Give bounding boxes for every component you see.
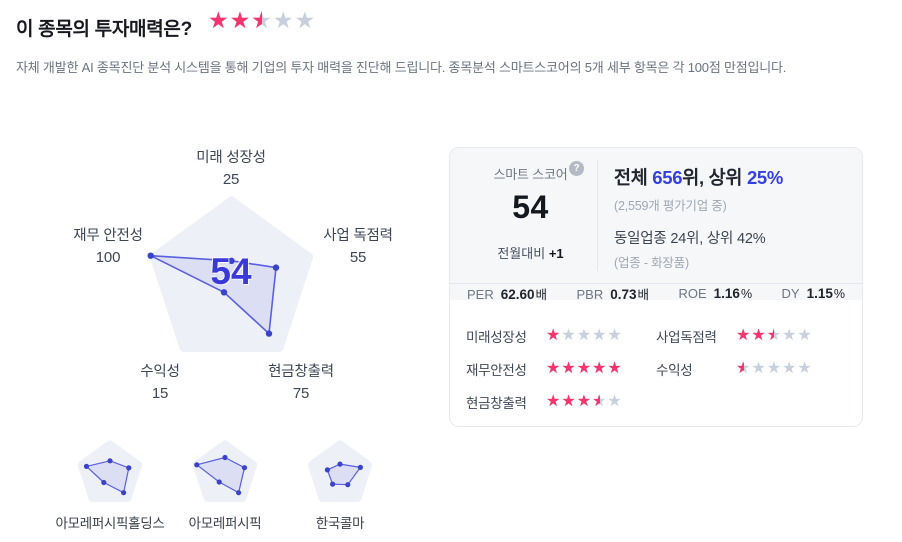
- category-ratings: 미래성장성 ★★★★★★★★★★ 사업독점력 ★★★★★★★★★★ 재무안전성 …: [450, 300, 862, 418]
- radar-axis-bottom-left: 수익성 15: [140, 362, 180, 404]
- star-rating: ★★★★★★★★★★: [546, 326, 623, 344]
- overall-star-rating: ★★★★★★★★★★: [208, 7, 317, 33]
- radar-axis-left: 재무 안전성 100: [73, 226, 143, 268]
- peer-radar-chart: [77, 440, 143, 502]
- month-over-month: 전월대비 +1: [464, 243, 597, 262]
- overall-rank-line: 전체 656위, 상위 25%: [614, 164, 862, 190]
- mom-label: 전월대비: [497, 246, 546, 261]
- rating-row-financial-safety: 재무안전성 ★★★★★ ★★★★★: [466, 359, 656, 379]
- page-title: 이 종목의 투자매력은?: [16, 19, 192, 40]
- metric-roe: ROE 1.16%: [678, 286, 752, 301]
- axis-value: 75: [292, 385, 310, 402]
- help-icon[interactable]: ?: [569, 161, 584, 176]
- rank-prefix: 전체: [614, 167, 653, 188]
- rating-row-cash-generation: 현금창출력 ★★★★★★★★★★: [466, 392, 656, 412]
- rating-label: 미래성장성: [466, 329, 527, 345]
- rank-percent: 25%: [746, 167, 784, 188]
- metric-label: PBR: [576, 287, 604, 302]
- rating-label: 수익성: [656, 362, 693, 378]
- metric-suffix: 배: [637, 288, 650, 302]
- peer-comparison-list: 아모레퍼시픽홀딩스 아모레퍼시픽 한국콜마: [53, 434, 397, 532]
- rating-row-business-monopoly: 사업독점력 ★★★★★★★★★★: [656, 326, 846, 346]
- radar-axis-top: 미래 성장성 25: [196, 148, 266, 190]
- radar-center-score: 54: [210, 251, 252, 292]
- rank-block: 전체 656위, 상위 25% (2,559개 평가기업 중) 동일업종 24위…: [597, 160, 862, 271]
- metric-dy: DY 1.15%: [782, 286, 845, 301]
- metric-label: PER: [467, 287, 494, 302]
- industry-rank-line: 동일업종 24위, 상위 42%: [614, 231, 766, 247]
- axis-value: 100: [95, 249, 121, 266]
- peer-radar-chart: [307, 440, 373, 502]
- smart-score-label: 스마트 스코어: [493, 167, 568, 182]
- axis-value: 15: [151, 385, 169, 402]
- smart-score-value: 54: [512, 189, 549, 225]
- peer-name: 아모레퍼시픽: [188, 516, 262, 531]
- axis-name: 수익성: [140, 364, 180, 380]
- metric-suffix: %: [833, 287, 845, 301]
- metric-pbr: PBR 0.73배: [577, 284, 650, 303]
- metric-value: 62.60: [500, 287, 535, 302]
- axis-name: 현금창출력: [268, 364, 334, 380]
- radar-chart-canvas: [147, 196, 313, 352]
- metric-value: 1.16: [713, 286, 740, 301]
- metric-per: PER 62.60배: [467, 284, 547, 303]
- peer-item[interactable]: 아모레퍼시픽홀딩스: [53, 434, 167, 532]
- radar-axis-bottom-right: 현금창출력 75: [268, 362, 334, 404]
- mom-value: +1: [548, 246, 564, 261]
- axis-name: 재무 안전성: [73, 228, 143, 244]
- radar-axis-right: 사업 독점력 55: [323, 226, 393, 268]
- metric-label: ROE: [678, 286, 707, 301]
- metric-value: 0.73: [610, 287, 637, 302]
- score-panel-summary: 스마트 스코어 ? 54 전월대비 +1 전체 656위, 상위 25% (2,…: [450, 148, 862, 303]
- rank-number: 656: [652, 167, 683, 188]
- rating-row-profitability: 수익성 ★★★★★★★★★★: [656, 359, 846, 379]
- rank-mid: 위, 상위: [682, 167, 747, 188]
- rating-row-future-growth: 미래성장성 ★★★★★★★★★★: [466, 326, 656, 346]
- peer-name: 아모레퍼시픽홀딩스: [55, 516, 165, 531]
- peer-name: 한국콜마: [315, 516, 365, 531]
- peer-item[interactable]: 아모레퍼시픽: [168, 434, 282, 532]
- star-rating: ★★★★★★★★★★: [546, 359, 623, 377]
- rank-universe-note: (2,559개 평가기업 중): [614, 199, 727, 213]
- metric-label: DY: [781, 286, 800, 301]
- peer-item[interactable]: 한국콜마: [283, 434, 397, 532]
- metric-value: 1.15: [806, 286, 833, 301]
- star-rating: ★★★★★★★★★★: [736, 359, 813, 377]
- peer-radar-chart: [192, 440, 258, 502]
- smart-score-block: 스마트 스코어 ? 54 전월대비 +1: [450, 148, 597, 283]
- axis-value: 25: [222, 171, 240, 188]
- rating-label: 현금창출력: [466, 395, 527, 411]
- rating-label: 재무안전성: [466, 362, 527, 378]
- star-rating: ★★★★★★★★★★: [546, 392, 623, 410]
- valuation-metrics-row: PER 62.60배 PBR 0.73배 ROE 1.16% DY 1.15%: [450, 283, 862, 303]
- section-description: 자체 개발한 AI 종목진단 분석 시스템을 통해 기업의 투자 매력을 진단해…: [16, 60, 787, 75]
- axis-name: 사업 독점력: [323, 228, 393, 244]
- axis-name: 미래 성장성: [196, 150, 266, 166]
- metric-suffix: %: [740, 287, 753, 301]
- star-rating: ★★★★★★★★★★: [736, 326, 813, 344]
- smart-score-radar-chart: 미래 성장성 25 사업 독점력 55 현금창출력 75 수익성 15 재무 안…: [0, 120, 462, 432]
- smart-score-panel: 스마트 스코어 ? 54 전월대비 +1 전체 656위, 상위 25% (2,…: [449, 147, 863, 427]
- industry-note: (업종 - 화장품): [614, 256, 689, 270]
- metric-suffix: 배: [535, 288, 548, 302]
- axis-value: 55: [349, 249, 367, 266]
- rating-label: 사업독점력: [656, 329, 717, 345]
